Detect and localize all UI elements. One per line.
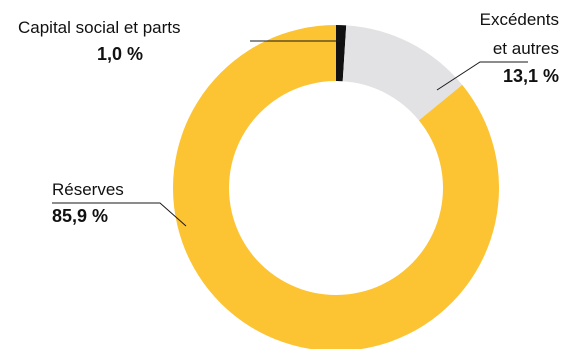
leader-line-reserves [52, 202, 187, 227]
slice-label-excedents-line1: Excédents [480, 10, 559, 29]
slice-label-capital: Capital social et parts [18, 18, 181, 37]
slice-capital [336, 25, 347, 82]
slice-reserves [173, 25, 499, 349]
slice-value-capital: 1,0 % [97, 44, 143, 64]
slice-value-excedents: 13,1 % [503, 66, 559, 86]
leader-line-excedents [436, 61, 528, 91]
slice-label-excedents-line2: et autres [493, 39, 559, 58]
donut-slices [173, 25, 499, 349]
slice-value-reserves: 85,9 % [52, 206, 108, 226]
slice-label-reserves: Réserves [52, 180, 124, 199]
slice-excedents [342, 25, 463, 121]
